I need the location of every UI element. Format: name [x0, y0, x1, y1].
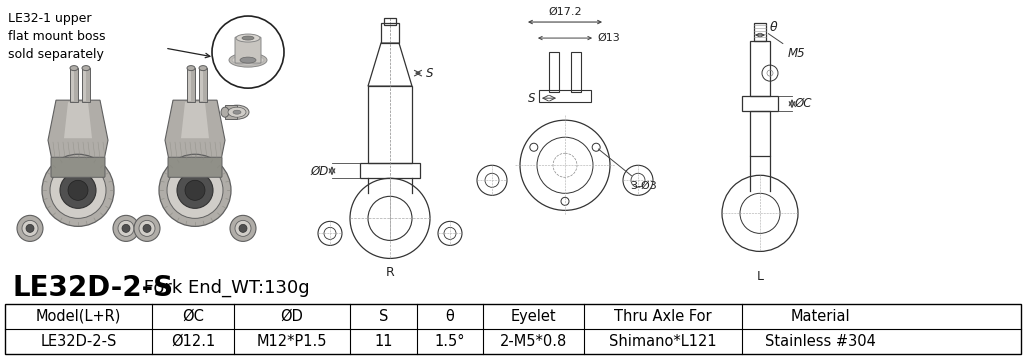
Polygon shape	[165, 100, 225, 160]
Circle shape	[118, 220, 134, 236]
Text: ØC: ØC	[794, 97, 811, 110]
Text: Shimano*L121: Shimano*L121	[609, 334, 717, 349]
Bar	[381, 23, 399, 43]
Text: Fork End_WT:130g: Fork End_WT:130g	[138, 279, 310, 297]
Bar	[571, 52, 581, 92]
Circle shape	[42, 154, 114, 226]
Circle shape	[139, 220, 155, 236]
Bar	[70, 68, 78, 102]
Text: R: R	[386, 266, 394, 280]
Bar	[360, 163, 420, 178]
Ellipse shape	[225, 105, 249, 119]
Ellipse shape	[187, 66, 195, 71]
Bar	[750, 41, 770, 96]
Bar	[368, 86, 412, 163]
Text: Material: Material	[791, 309, 850, 324]
Text: S: S	[379, 309, 388, 324]
Ellipse shape	[82, 66, 90, 71]
Text: LE32D-2-S: LE32D-2-S	[12, 274, 173, 302]
Circle shape	[50, 162, 106, 218]
Text: L: L	[757, 271, 764, 283]
Text: LE32D-2-S: LE32D-2-S	[41, 334, 117, 349]
Bar	[82, 68, 90, 102]
Text: θ: θ	[445, 309, 454, 324]
Ellipse shape	[232, 55, 264, 65]
Circle shape	[230, 215, 256, 241]
Text: S: S	[426, 67, 433, 80]
Text: Ø13: Ø13	[597, 33, 620, 43]
Bar	[83, 69, 86, 101]
Text: ØD: ØD	[310, 164, 329, 177]
Text: M5: M5	[768, 34, 806, 60]
Polygon shape	[63, 102, 92, 138]
Ellipse shape	[70, 66, 78, 71]
Circle shape	[134, 215, 160, 241]
Circle shape	[239, 224, 247, 232]
Bar	[549, 52, 559, 92]
Bar	[539, 90, 591, 102]
Polygon shape	[181, 102, 209, 138]
Text: θ: θ	[770, 21, 777, 34]
FancyBboxPatch shape	[168, 157, 222, 177]
Bar	[187, 68, 195, 102]
Bar	[754, 23, 766, 41]
Text: Ø12.1: Ø12.1	[171, 334, 215, 349]
Ellipse shape	[236, 34, 260, 42]
Text: Model(L+R): Model(L+R)	[36, 309, 122, 324]
Circle shape	[17, 215, 43, 241]
Ellipse shape	[242, 36, 254, 40]
Circle shape	[68, 180, 88, 200]
Circle shape	[26, 224, 34, 232]
Text: ØD: ØD	[281, 309, 303, 324]
Circle shape	[113, 215, 139, 241]
FancyBboxPatch shape	[234, 37, 261, 63]
Text: Stainless #304: Stainless #304	[765, 334, 876, 349]
Bar	[750, 111, 770, 156]
Bar	[225, 105, 237, 119]
Ellipse shape	[228, 107, 246, 117]
Ellipse shape	[229, 53, 267, 67]
Text: 1.5°: 1.5°	[434, 334, 465, 349]
Text: S: S	[527, 92, 535, 105]
Ellipse shape	[240, 57, 256, 63]
Ellipse shape	[221, 107, 229, 117]
Circle shape	[159, 154, 231, 226]
Text: M12*P1.5: M12*P1.5	[257, 334, 328, 349]
Circle shape	[167, 162, 223, 218]
Polygon shape	[48, 100, 108, 160]
Circle shape	[177, 172, 213, 208]
Bar	[200, 69, 203, 101]
Circle shape	[234, 220, 251, 236]
Ellipse shape	[199, 66, 207, 71]
Ellipse shape	[233, 110, 241, 114]
Text: Ø17.2: Ø17.2	[548, 7, 582, 17]
Text: 11: 11	[374, 334, 393, 349]
Bar	[5, 303, 1021, 354]
Bar	[188, 69, 191, 101]
Circle shape	[60, 172, 96, 208]
Text: 2-M5*0.8: 2-M5*0.8	[500, 334, 567, 349]
Circle shape	[185, 180, 205, 200]
Text: ØC: ØC	[182, 309, 204, 324]
Text: LE32-1 upper
flat mount boss
sold separately: LE32-1 upper flat mount boss sold separa…	[8, 12, 105, 61]
FancyBboxPatch shape	[51, 157, 105, 177]
Circle shape	[143, 224, 151, 232]
Bar	[384, 18, 396, 25]
Text: 3-Ø3: 3-Ø3	[598, 149, 656, 190]
Bar	[199, 68, 207, 102]
Text: Eyelet: Eyelet	[511, 309, 556, 324]
Bar	[71, 69, 74, 101]
Circle shape	[122, 224, 130, 232]
Circle shape	[22, 220, 38, 236]
Text: Thru Axle For: Thru Axle For	[614, 309, 712, 324]
Bar	[742, 96, 778, 111]
